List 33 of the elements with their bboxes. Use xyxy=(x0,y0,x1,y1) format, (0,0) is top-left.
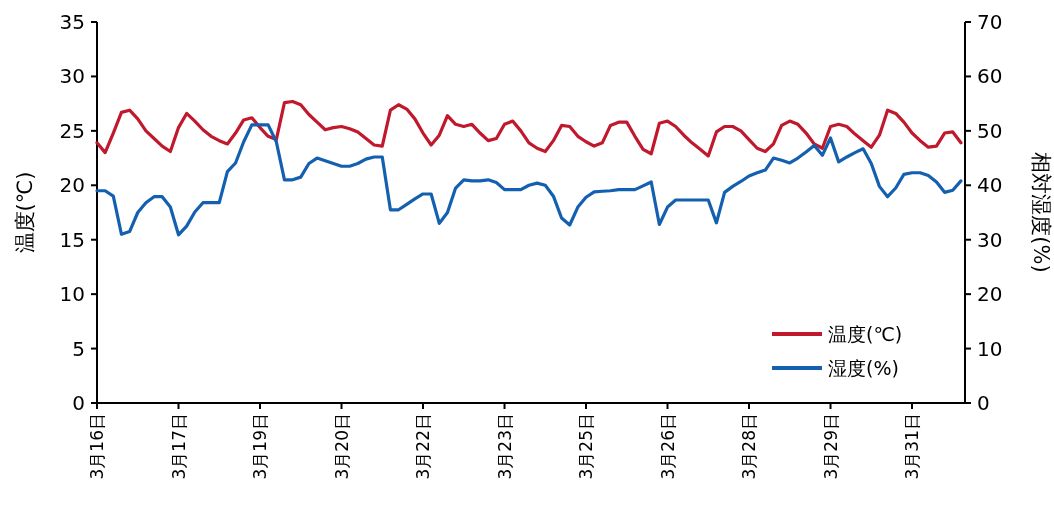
y2-tick-label: 70 xyxy=(977,10,1003,34)
y2-tick-label: 40 xyxy=(977,173,1003,198)
y-tick-label: 0 xyxy=(72,391,85,415)
line-series xyxy=(95,123,963,237)
y-tick-label: 10 xyxy=(59,282,85,307)
y2-tick-label: 30 xyxy=(977,227,1003,252)
line-series xyxy=(95,99,963,158)
x-tick-label: 3月22日 xyxy=(413,413,434,480)
y2-tick-label: 10 xyxy=(977,336,1003,361)
x-tick-label: 3月26日 xyxy=(657,413,678,480)
y2-tick-label: 20 xyxy=(977,282,1003,307)
y2-tick-label: 0 xyxy=(977,391,990,415)
y-tick-label: 30 xyxy=(59,64,85,89)
y-tick-label: 35 xyxy=(59,10,85,34)
x-tick-label: 3月23日 xyxy=(494,413,515,480)
legend-label: 温度(℃) xyxy=(828,323,903,345)
y-tick-label: 5 xyxy=(72,336,85,361)
y2-axis-title: 相対湿度(%) xyxy=(1029,152,1053,273)
y-tick-label: 20 xyxy=(59,173,85,198)
x-tick-label: 3月16日 xyxy=(87,413,107,480)
x-tick-label: 3月31日 xyxy=(902,413,923,480)
y2-tick-label: 50 xyxy=(977,118,1003,143)
legend-label: 湿度(%) xyxy=(828,357,899,379)
x-tick-label: 3月29日 xyxy=(820,413,841,480)
x-tick-label: 3月17日 xyxy=(168,413,189,480)
x-tick-label: 3月19日 xyxy=(250,413,270,480)
y-tick-label: 15 xyxy=(59,227,85,252)
y-tick-label: 25 xyxy=(59,118,85,143)
x-tick-label: 3月28日 xyxy=(739,413,760,480)
x-tick-label: 3月20日 xyxy=(331,413,352,480)
y-axis-title: 温度(℃) xyxy=(13,171,37,254)
x-tick-label: 3月25日 xyxy=(576,413,597,480)
y2-tick-label: 60 xyxy=(977,64,1003,89)
